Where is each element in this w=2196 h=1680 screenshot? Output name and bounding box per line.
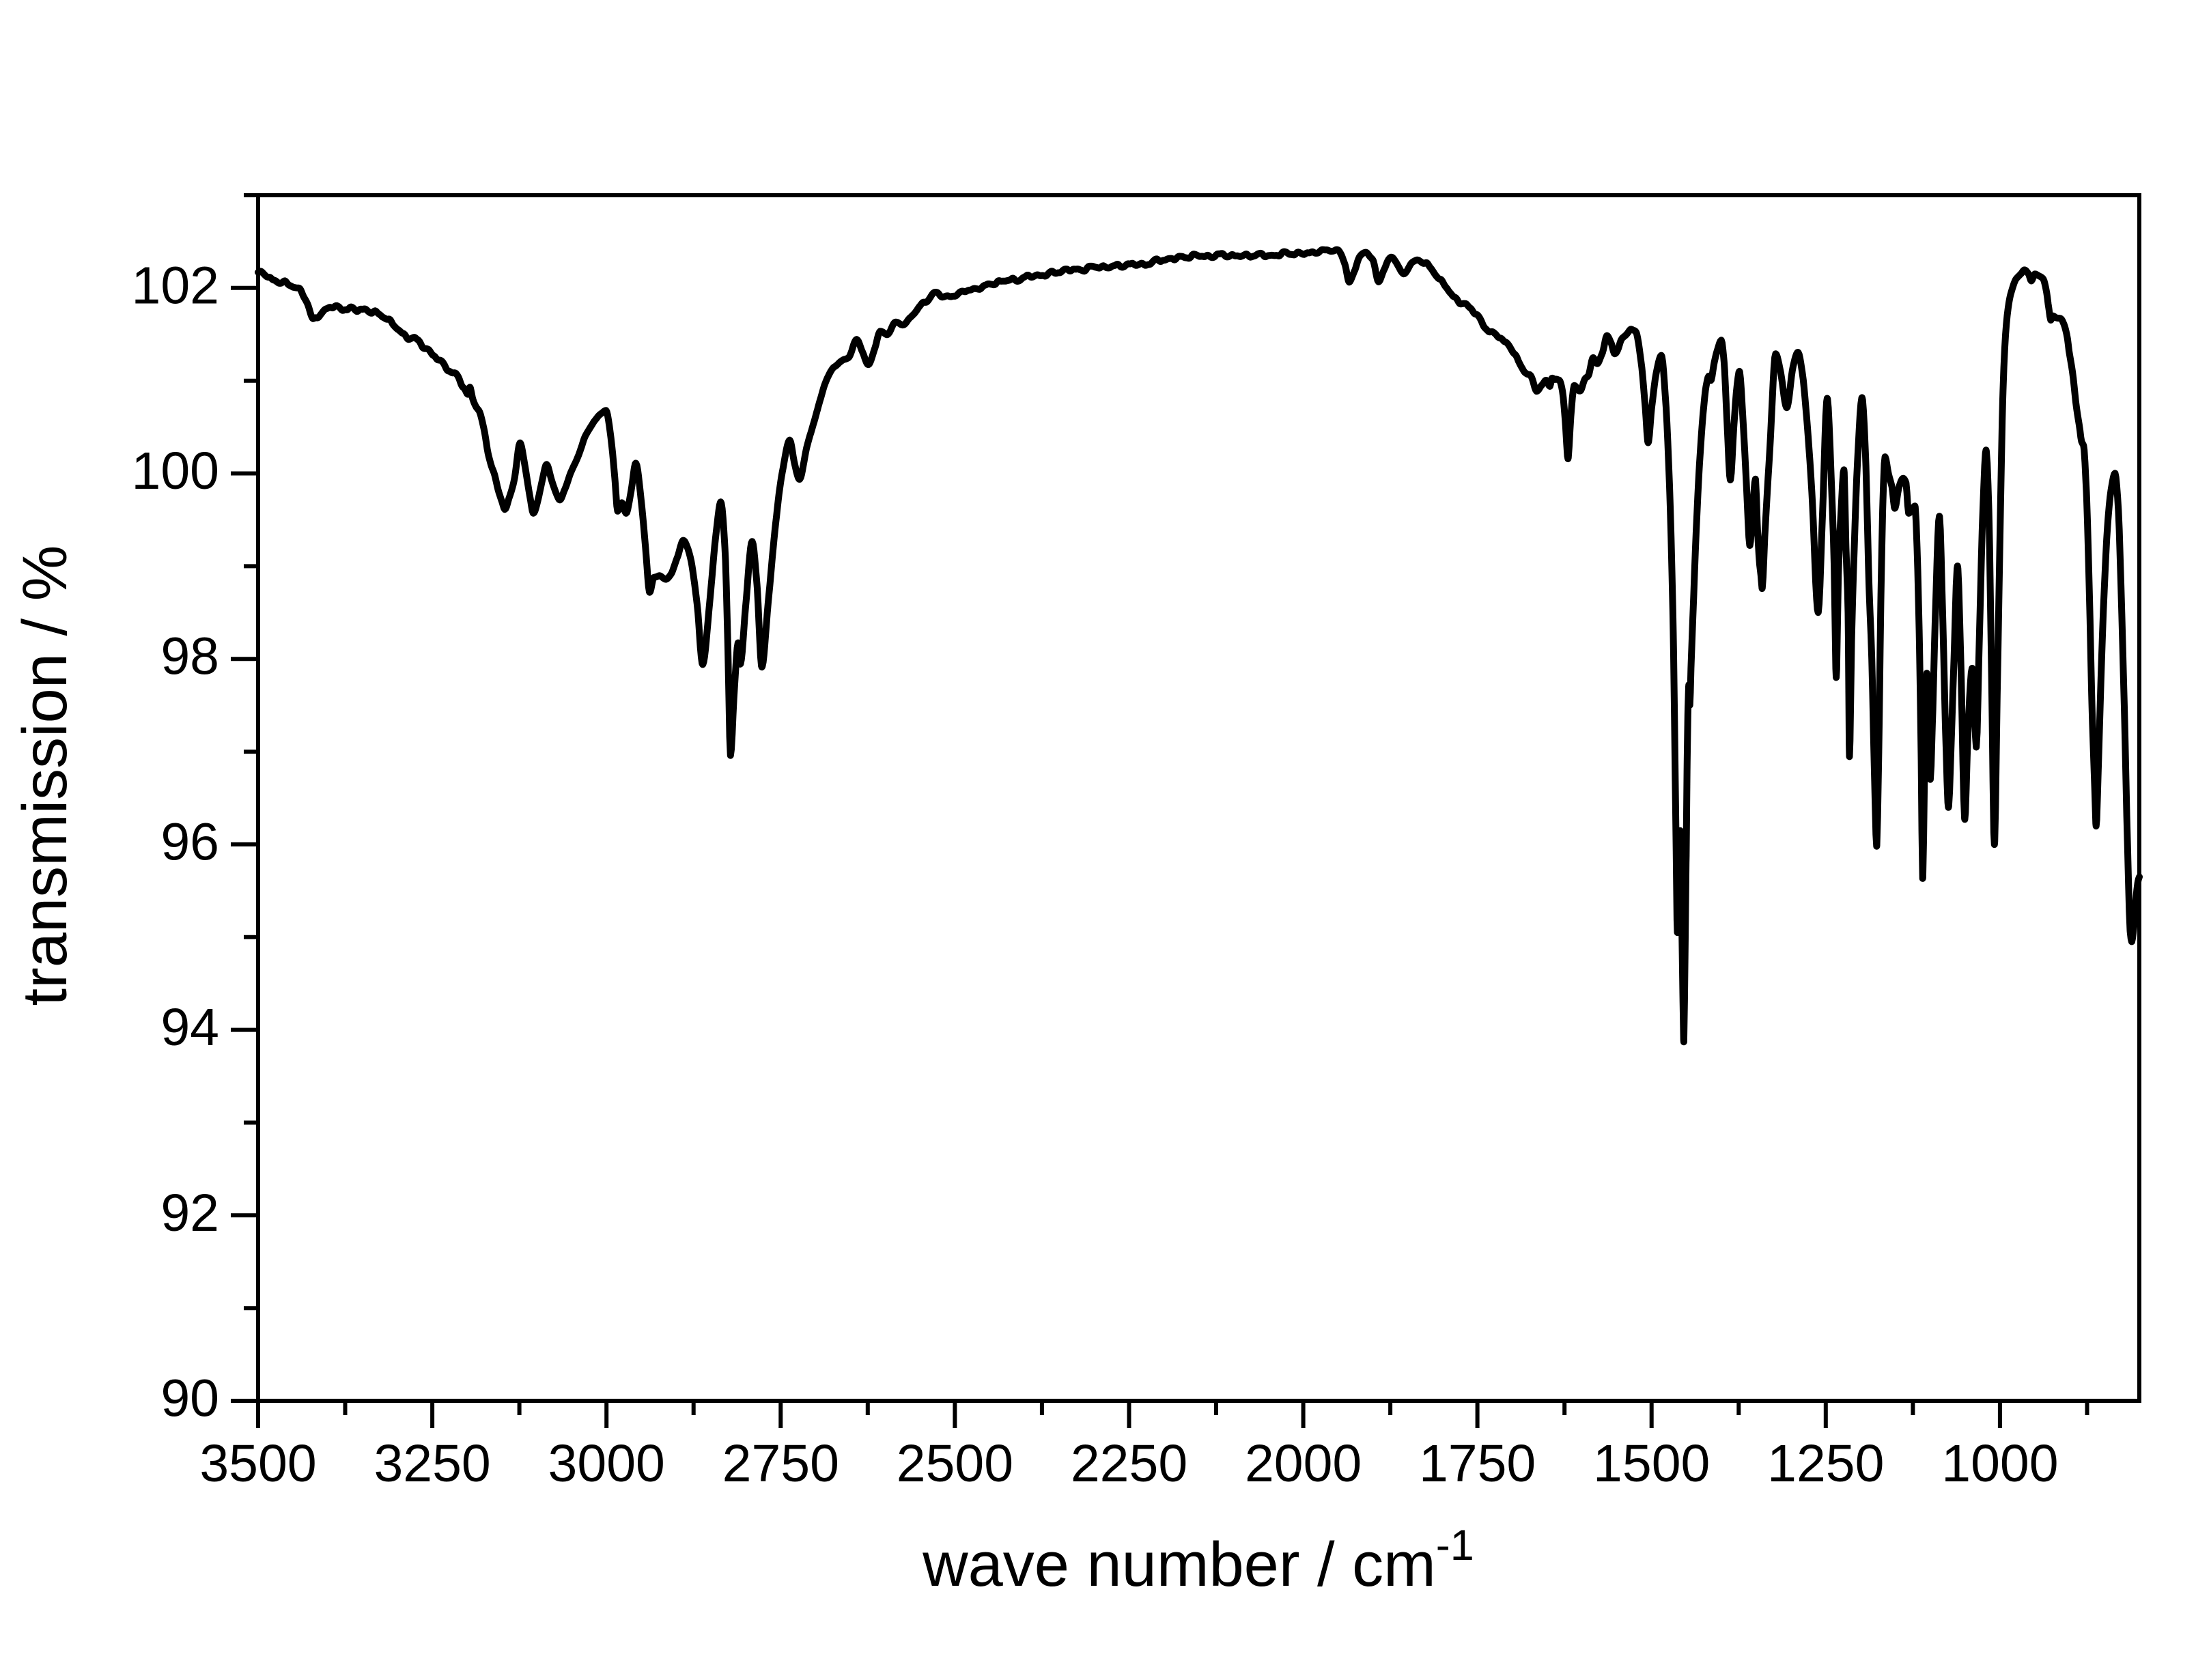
svg-text:100: 100: [132, 442, 219, 500]
svg-text:90: 90: [160, 1369, 219, 1428]
svg-text:3250: 3250: [374, 1434, 490, 1493]
svg-text:94: 94: [160, 998, 219, 1057]
svg-text:98: 98: [160, 627, 219, 686]
svg-text:2750: 2750: [722, 1434, 839, 1493]
svg-text:2250: 2250: [1071, 1434, 1187, 1493]
svg-text:3500: 3500: [199, 1434, 316, 1493]
svg-text:wave number / cm-1: wave number / cm-1: [922, 1522, 1474, 1599]
svg-text:transmission / %: transmission / %: [10, 545, 80, 1006]
svg-text:3000: 3000: [548, 1434, 665, 1493]
svg-text:1500: 1500: [1593, 1434, 1710, 1493]
svg-text:2500: 2500: [897, 1434, 1013, 1493]
svg-text:92: 92: [160, 1184, 219, 1242]
svg-text:2000: 2000: [1245, 1434, 1362, 1493]
svg-text:1750: 1750: [1419, 1434, 1536, 1493]
svg-text:102: 102: [132, 256, 219, 315]
svg-text:1000: 1000: [1941, 1434, 2058, 1493]
svg-text:96: 96: [160, 812, 219, 871]
svg-text:1250: 1250: [1767, 1434, 1884, 1493]
